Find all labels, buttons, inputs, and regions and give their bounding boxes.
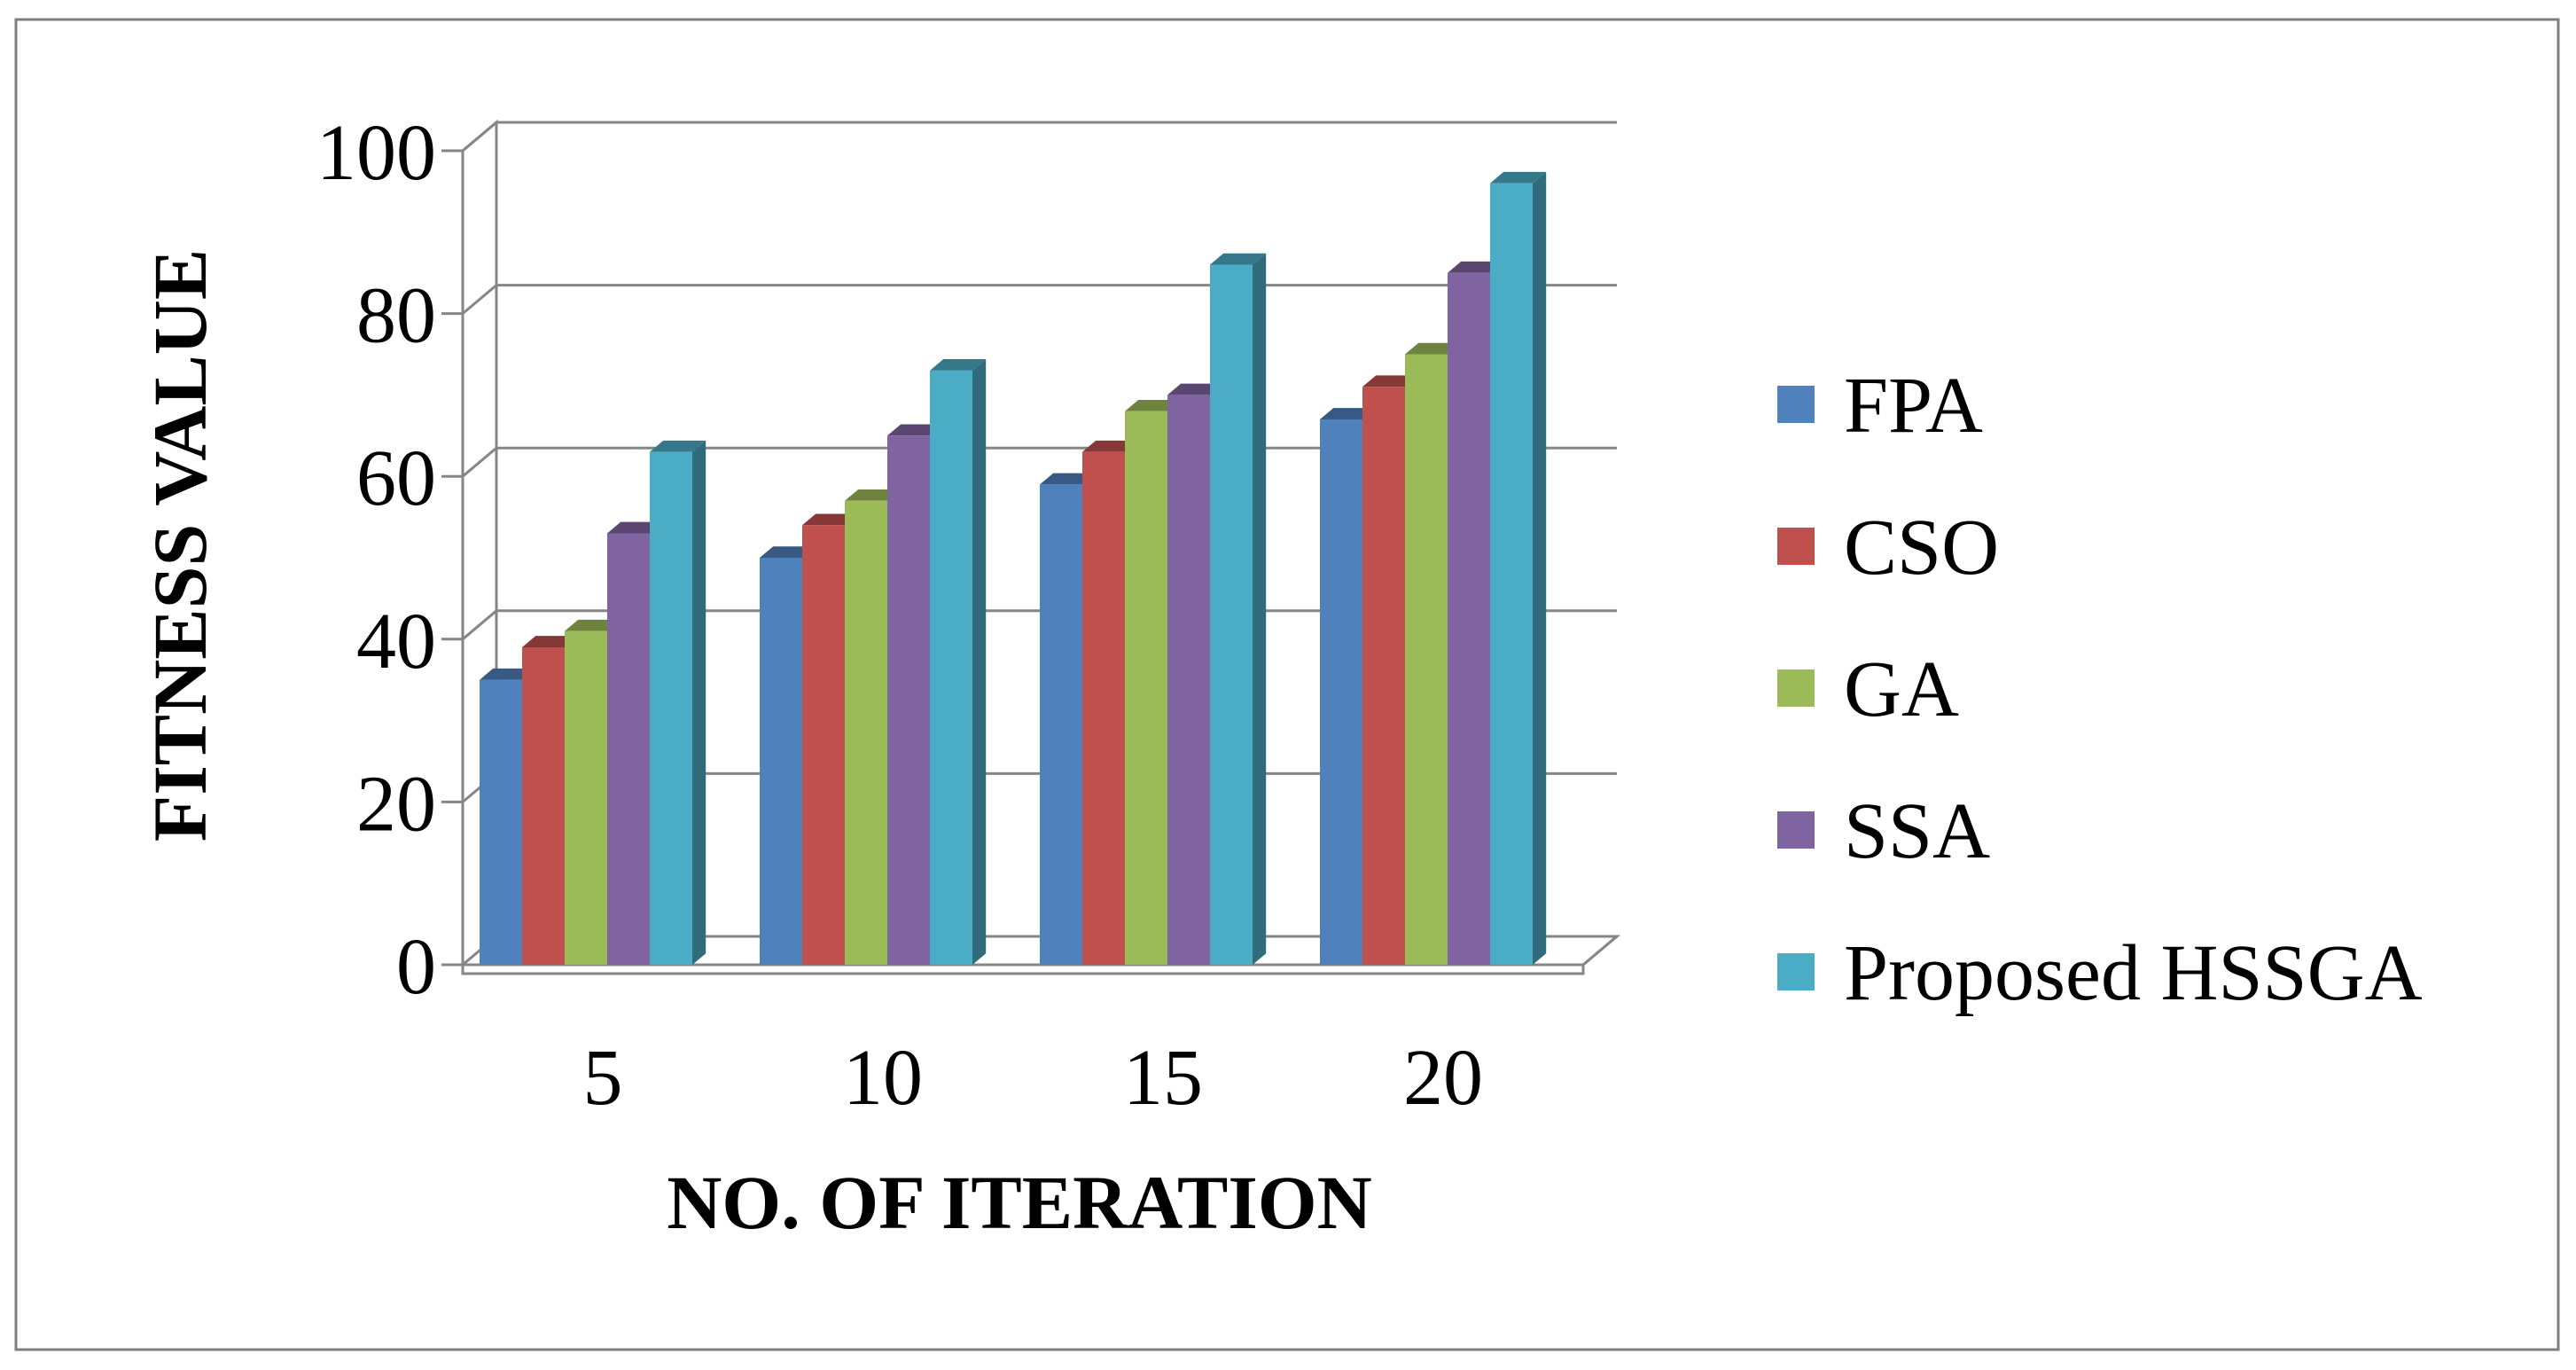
legend: FPA CSO GA SSA Proposed HSSGA xyxy=(1777,362,2423,1017)
x-tick-label: 15 xyxy=(1123,1034,1203,1122)
y-tick-label: 20 xyxy=(356,760,436,848)
bar-front xyxy=(1405,354,1448,965)
floor-front xyxy=(461,963,1585,975)
bar-top xyxy=(802,513,859,526)
bar-front xyxy=(802,525,845,965)
x-tick-label: 5 xyxy=(583,1034,623,1122)
bar-front xyxy=(1125,411,1167,965)
bar-front xyxy=(522,646,565,965)
x-tick-label: 20 xyxy=(1403,1034,1483,1122)
bar-front xyxy=(1210,264,1253,965)
legend-swatch xyxy=(1777,811,1815,849)
bar-top xyxy=(1405,342,1462,355)
bar-front xyxy=(1082,451,1125,965)
bar-front xyxy=(760,558,802,965)
x-tick-labels: 5 10 15 20 xyxy=(583,1034,1484,1122)
legend-label: SSA xyxy=(1844,787,1990,875)
legend-label: GA xyxy=(1844,646,1959,733)
chart-border xyxy=(14,18,2560,1351)
bar-front xyxy=(650,451,692,965)
x-axis-title: NO. OF ITERATION xyxy=(667,1160,1372,1245)
bar-front xyxy=(1448,272,1490,965)
bar-top xyxy=(1362,375,1419,388)
floor-right-edge xyxy=(1582,935,1618,967)
bar-front xyxy=(887,435,930,965)
bar-front xyxy=(1320,419,1362,965)
bar-front xyxy=(1490,183,1533,966)
bar-proposed-hssga-15 xyxy=(1210,253,1267,966)
legend-label: Proposed HSSGA xyxy=(1844,929,2423,1017)
bar-side xyxy=(1253,253,1267,966)
legend-label: CSO xyxy=(1844,504,1999,591)
bar-proposed-hssga-10 xyxy=(930,359,987,965)
bar-top xyxy=(1320,408,1377,419)
bar-top xyxy=(607,521,664,534)
bar-front xyxy=(1040,484,1082,965)
bar-front xyxy=(480,679,522,965)
bar-top xyxy=(480,668,536,680)
y-tick-label: 40 xyxy=(356,598,436,685)
bar-top xyxy=(930,359,987,371)
legend-label: FPA xyxy=(1844,362,1983,450)
bar-front xyxy=(565,630,607,965)
y-tick-label: 100 xyxy=(316,109,436,197)
bar-ssa-10 xyxy=(887,424,944,965)
x-tick-label: 10 xyxy=(843,1034,923,1122)
bar-top xyxy=(845,489,902,501)
bar-top xyxy=(1490,171,1547,184)
bar-top xyxy=(1448,261,1504,273)
bar-proposed-hssga-20 xyxy=(1490,171,1547,966)
legend-item-cso: CSO xyxy=(1777,504,1999,591)
bar-top xyxy=(565,619,621,631)
bar-top xyxy=(522,636,579,647)
legend-item-fpa: FPA xyxy=(1777,362,1983,450)
legend-item-ga: GA xyxy=(1777,646,1959,733)
bar-front xyxy=(930,370,972,965)
legend-swatch xyxy=(1777,953,1815,990)
y-axis-title: FITNESS VALUE xyxy=(137,249,222,842)
y-tick-label: 0 xyxy=(396,923,436,1011)
legend-swatch xyxy=(1777,528,1815,565)
bar-top xyxy=(1210,253,1267,265)
bar-top xyxy=(650,440,706,452)
bar-top xyxy=(887,424,944,436)
y-tick-label: 60 xyxy=(356,434,436,522)
bar-side xyxy=(972,359,987,965)
legend-item-ssa: SSA xyxy=(1777,787,1990,875)
y-tick-labels: 0 20 40 60 80 100 xyxy=(316,109,436,1011)
bar-front xyxy=(1362,387,1405,966)
bar-side xyxy=(692,440,706,965)
bar-top xyxy=(1040,473,1097,485)
bars xyxy=(480,171,1547,966)
legend-swatch xyxy=(1777,386,1815,423)
gridline xyxy=(462,121,1617,153)
y-tick-label: 80 xyxy=(356,272,436,360)
bar-top xyxy=(760,546,816,558)
legend-item-proposed-hssga: Proposed HSSGA xyxy=(1777,929,2423,1017)
bar-front xyxy=(845,500,887,965)
bar-top xyxy=(1167,383,1224,395)
bar-top xyxy=(1082,440,1139,452)
legend-swatch xyxy=(1777,669,1815,707)
bar-front xyxy=(607,533,650,965)
bar-front xyxy=(1167,395,1210,965)
bar-proposed-hssga-5 xyxy=(650,440,706,965)
bar-side xyxy=(1533,171,1547,966)
bar-top xyxy=(1125,399,1182,411)
